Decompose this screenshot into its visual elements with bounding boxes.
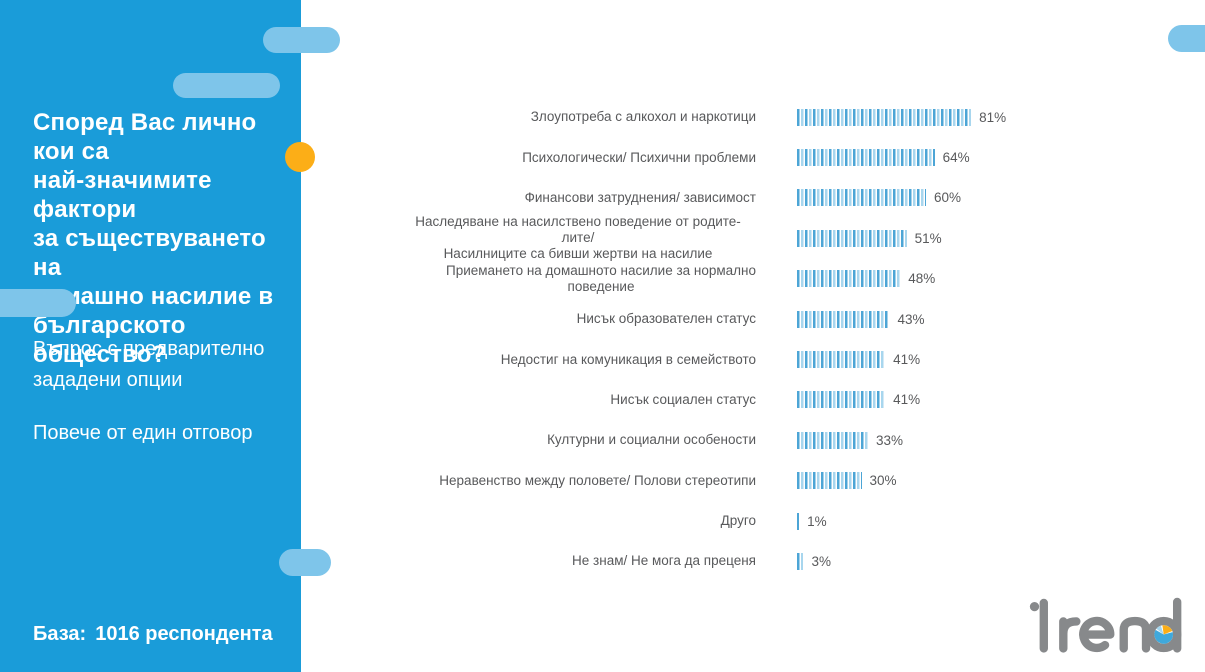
chart-row: Неравенство между половете/ Полови стере… — [400, 461, 1205, 501]
value-label: 41% — [893, 392, 921, 408]
value-label: 81% — [979, 109, 1007, 125]
bar — [797, 149, 935, 167]
chart-row: Нисък образователен статус 43% — [400, 299, 1205, 339]
bar-chart: Злоупотреба с алкохол и наркотици 81% Псих… — [400, 97, 1205, 582]
logo-t-dot-icon — [1029, 601, 1040, 612]
category-label: Приемането на домашното насилие за норма… — [445, 262, 756, 294]
category-cell: Финансови затруднения/ зависимост — [400, 190, 756, 206]
bar — [797, 229, 907, 247]
chart-row: Недостиг на комуникация в семейството 41% — [400, 339, 1205, 379]
category-label: Не знам/ Не мога да преценя — [572, 553, 756, 569]
bar — [797, 351, 886, 369]
value-label: 48% — [908, 271, 936, 287]
category-cell: Недостиг на комуникация в семейството — [400, 352, 756, 368]
logo-pie-chart-icon — [1154, 625, 1173, 644]
category-cell: Нисък образователен статус — [400, 311, 756, 327]
category-cell: Злоупотреба с алкохол и наркотици — [400, 109, 756, 125]
chart-row: Злоупотреба с алкохол и наркотици 81% — [400, 97, 1205, 137]
chart-row: Психологически/ Психични проблеми 64% — [400, 137, 1205, 177]
bar — [797, 512, 800, 530]
category-label: Финансови затруднения/ зависимост — [524, 189, 756, 205]
logo-letters — [1039, 597, 1182, 653]
category-cell: Наследяване на насилствено поведение от … — [400, 214, 756, 262]
bar — [797, 552, 804, 570]
bar — [797, 270, 901, 288]
category-cell: Психологически/ Психични проблеми — [400, 150, 756, 166]
decor-orange-circle-icon — [285, 142, 315, 172]
category-label: Културни и социални особености — [547, 432, 756, 448]
bar — [797, 310, 890, 328]
value-label: 60% — [934, 190, 962, 206]
trend-logo-icon — [1029, 597, 1182, 653]
value-label: 1% — [807, 513, 827, 529]
value-label: 64% — [942, 150, 970, 166]
bar — [797, 108, 972, 126]
sidebar: Според Вас лично кои са най-значимите фа… — [0, 0, 301, 672]
decor-pill-top-icon — [263, 27, 340, 53]
category-label: Наследяване на насилствено поведение от … — [415, 214, 741, 262]
value-label: 51% — [914, 230, 942, 246]
category-cell: Друго — [400, 513, 756, 529]
bar — [797, 391, 886, 409]
chart-row: Приемането на домашното насилие за норма… — [400, 259, 1205, 299]
base-value: 1016 респондента — [95, 623, 273, 645]
bar — [797, 431, 868, 449]
trend-logo — [1028, 596, 1186, 660]
decor-pill-bottom-icon — [279, 549, 331, 576]
value-label: 43% — [897, 311, 925, 327]
value-label: 3% — [811, 553, 831, 569]
category-cell: Нисък социален статус — [400, 392, 756, 408]
methodology-note: Въпрос с предварително зададени опции — [33, 338, 265, 391]
chart-row: Наследяване на насилствено поведение от … — [400, 214, 1205, 261]
bar — [797, 189, 926, 207]
category-label: Психологически/ Психични проблеми — [522, 149, 756, 165]
decor-pill-page-top-right-icon — [1168, 25, 1205, 52]
category-label: Злоупотреба с алкохол и наркотици — [530, 109, 756, 125]
category-cell: Приемането на домашното насилие за норма… — [400, 263, 756, 295]
value-label: 41% — [893, 352, 921, 368]
category-label: Недостиг на комуникация в семейството — [500, 351, 756, 367]
bar — [797, 472, 862, 490]
value-label: 33% — [875, 432, 903, 448]
chart-row: Друго 1% — [400, 501, 1205, 541]
base-label: База: — [33, 623, 87, 645]
decor-pill-inner-icon — [173, 73, 280, 98]
chart-row: Финансови затруднения/ зависимост 60% — [400, 178, 1205, 218]
value-label: 30% — [869, 473, 897, 489]
sample-base-note: База: 1016 респондента — [33, 623, 273, 646]
chart-row: Не знам/ Не мога да преценя 3% — [400, 541, 1205, 581]
category-label: Нисък социален статус — [610, 391, 756, 407]
category-cell: Не знам/ Не мога да преценя — [400, 553, 756, 569]
category-cell: Неравенство между половете/ Полови стере… — [400, 473, 756, 489]
multiple-answers-note: Повече от един отговор — [33, 422, 253, 444]
category-label: Друго — [720, 513, 756, 529]
decor-pill-left-icon — [0, 289, 76, 317]
chart-row: Културни и социални особености 33% — [400, 420, 1205, 460]
category-label: Нисък образователен статус — [576, 311, 756, 327]
category-label: Неравенство между половете/ Полови стере… — [439, 472, 756, 488]
category-cell: Културни и социални особености — [400, 432, 756, 448]
question-title: Според Вас лично кои са най-значимите фа… — [33, 109, 274, 368]
chart-row: Нисък социален статус 41% — [400, 380, 1205, 420]
